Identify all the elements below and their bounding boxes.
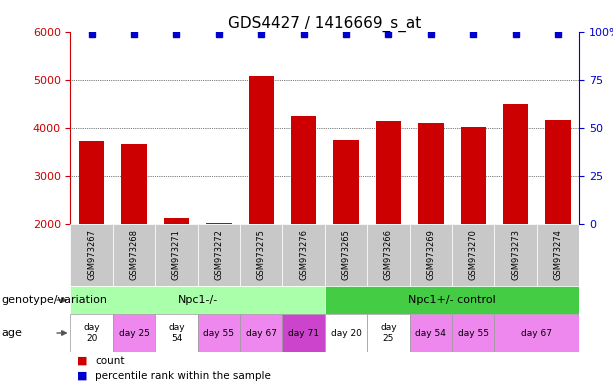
Bar xyxy=(121,144,147,224)
Text: percentile rank within the sample: percentile rank within the sample xyxy=(95,371,271,381)
Bar xyxy=(503,104,528,224)
Text: day 55: day 55 xyxy=(204,328,234,338)
Text: day 25: day 25 xyxy=(119,328,150,338)
Text: day
20: day 20 xyxy=(83,323,100,343)
Text: day 54: day 54 xyxy=(416,328,446,338)
Bar xyxy=(367,224,409,286)
Bar xyxy=(537,224,579,286)
Bar xyxy=(333,141,359,224)
Bar xyxy=(197,224,240,286)
Text: day 20: day 20 xyxy=(330,328,362,338)
Bar xyxy=(409,314,452,352)
Bar xyxy=(79,141,104,224)
Text: day 55: day 55 xyxy=(458,328,489,338)
Bar xyxy=(546,120,571,224)
Text: ■: ■ xyxy=(77,356,87,366)
Bar xyxy=(283,314,325,352)
Text: day
25: day 25 xyxy=(380,323,397,343)
Text: GSM973265: GSM973265 xyxy=(341,230,351,280)
Text: day
54: day 54 xyxy=(168,323,185,343)
Text: GSM973270: GSM973270 xyxy=(469,230,478,280)
Text: age: age xyxy=(2,328,23,338)
Text: GSM973275: GSM973275 xyxy=(257,230,266,280)
Text: genotype/variation: genotype/variation xyxy=(2,295,108,305)
Title: GDS4427 / 1416669_s_at: GDS4427 / 1416669_s_at xyxy=(228,16,422,32)
Text: GSM973272: GSM973272 xyxy=(215,230,223,280)
Bar xyxy=(495,224,537,286)
Bar xyxy=(376,121,401,224)
Text: ■: ■ xyxy=(77,371,87,381)
Text: GSM973268: GSM973268 xyxy=(129,230,139,280)
Bar xyxy=(325,314,367,352)
Text: GSM973276: GSM973276 xyxy=(299,230,308,280)
Bar xyxy=(409,224,452,286)
Bar xyxy=(291,116,316,224)
Bar xyxy=(164,218,189,224)
Bar xyxy=(70,314,113,352)
Bar xyxy=(197,314,240,352)
Bar xyxy=(113,314,155,352)
Bar xyxy=(249,76,274,224)
Text: day 67: day 67 xyxy=(522,328,552,338)
Bar xyxy=(452,314,495,352)
Text: Npc1+/- control: Npc1+/- control xyxy=(408,295,496,305)
Bar xyxy=(240,314,283,352)
Bar xyxy=(206,223,232,224)
Bar xyxy=(418,123,444,224)
Bar xyxy=(325,224,367,286)
Text: day 67: day 67 xyxy=(246,328,277,338)
Bar xyxy=(283,224,325,286)
Bar xyxy=(460,127,486,224)
Bar xyxy=(240,224,283,286)
Text: GSM973274: GSM973274 xyxy=(554,230,563,280)
Bar xyxy=(452,224,495,286)
Text: Npc1-/-: Npc1-/- xyxy=(178,295,218,305)
Text: GSM973267: GSM973267 xyxy=(87,230,96,280)
Bar xyxy=(155,314,197,352)
Bar xyxy=(113,224,155,286)
Text: GSM973269: GSM973269 xyxy=(427,230,435,280)
Bar xyxy=(495,314,579,352)
Bar xyxy=(70,224,113,286)
Bar xyxy=(155,224,197,286)
Text: day 71: day 71 xyxy=(288,328,319,338)
Text: count: count xyxy=(95,356,124,366)
Text: GSM973266: GSM973266 xyxy=(384,230,393,280)
Text: GSM973273: GSM973273 xyxy=(511,230,520,280)
Text: GSM973271: GSM973271 xyxy=(172,230,181,280)
Bar xyxy=(367,314,409,352)
Bar xyxy=(70,286,325,314)
Bar xyxy=(325,286,579,314)
